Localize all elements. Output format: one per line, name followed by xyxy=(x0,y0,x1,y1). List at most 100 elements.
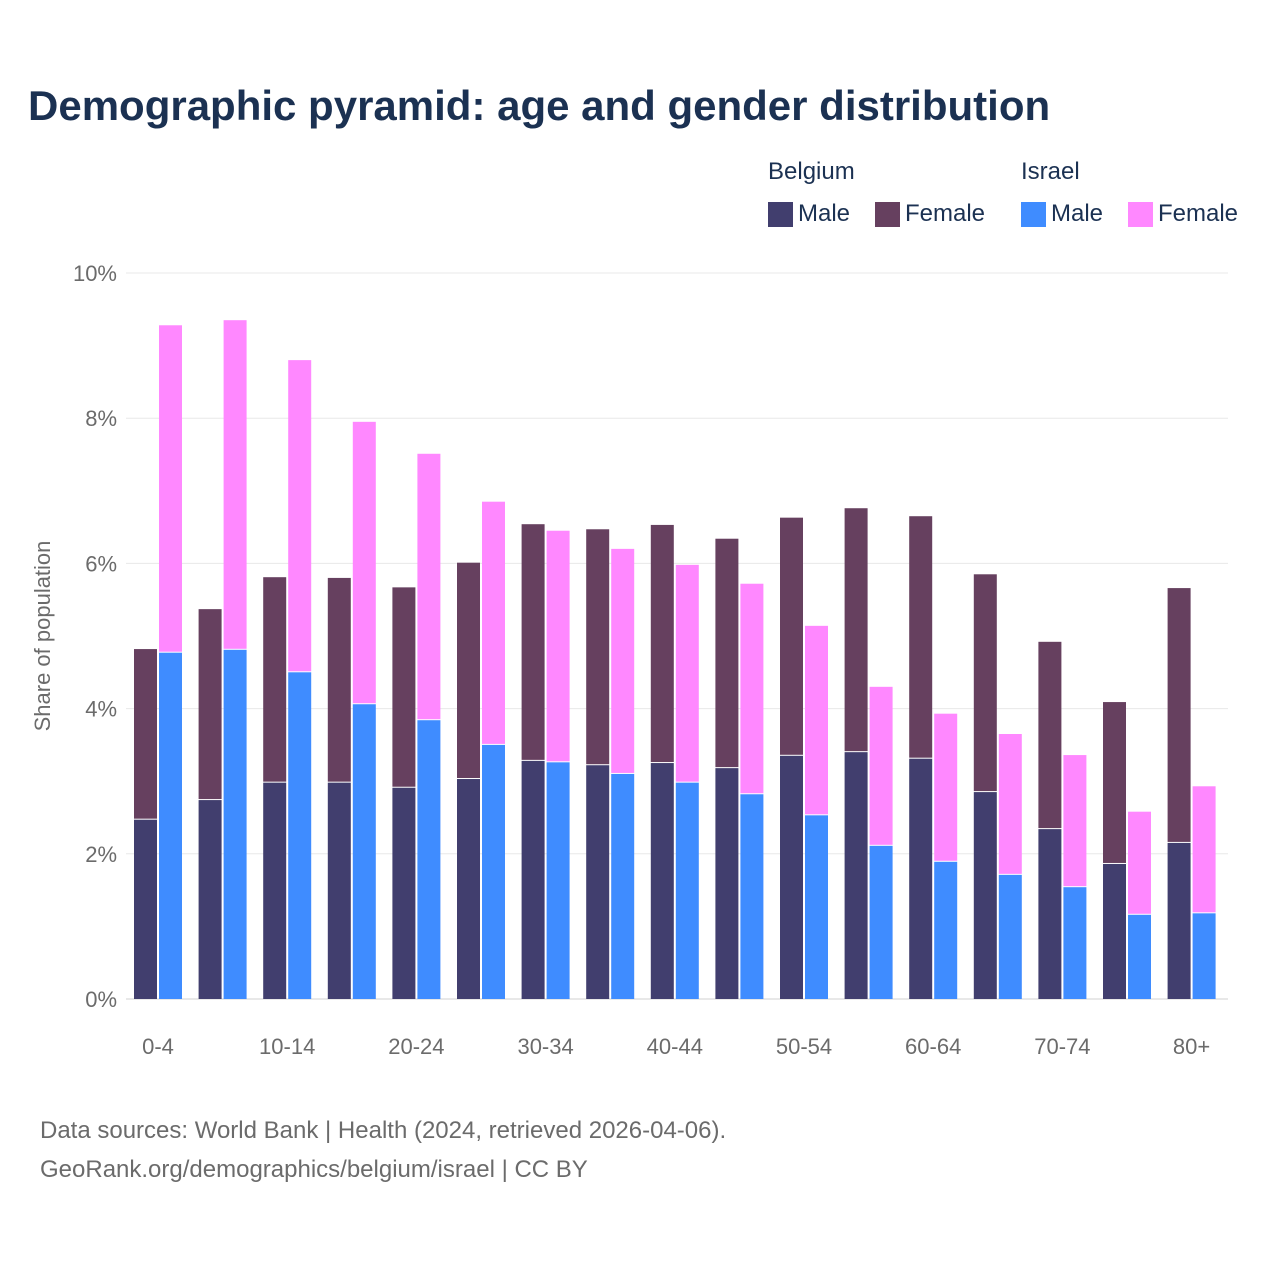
bar-israel-female-5-9[interactable] xyxy=(223,320,247,649)
bar-belgium-male-60-64[interactable] xyxy=(909,758,933,999)
bar-israel-male-60-64[interactable] xyxy=(934,861,958,999)
legend-swatch xyxy=(1021,201,1046,227)
bar-israel-female-65-69[interactable] xyxy=(998,734,1022,874)
bar-belgium-male-55-59[interactable] xyxy=(844,752,868,999)
bar-belgium-female-65-69[interactable] xyxy=(973,574,997,792)
legend-label: Male xyxy=(798,200,851,227)
legend-swatch xyxy=(768,201,793,227)
bar-belgium-female-20-24[interactable] xyxy=(392,587,416,787)
y-tick-label: 2% xyxy=(85,842,117,867)
bar-belgium-male-30-34[interactable] xyxy=(521,760,545,999)
bar-israel-male-65-69[interactable] xyxy=(998,874,1022,999)
y-tick-label: 10% xyxy=(73,261,117,286)
bar-israel-female-10-14[interactable] xyxy=(288,360,312,672)
x-tick-label: 30-34 xyxy=(517,1034,573,1059)
x-tick-label: 80+ xyxy=(1173,1034,1210,1059)
x-tick-label: 60-64 xyxy=(905,1034,961,1059)
bar-belgium-female-50-54[interactable] xyxy=(780,517,803,755)
bar-belgium-female-5-9[interactable] xyxy=(198,609,222,800)
bar-israel-male-45-49[interactable] xyxy=(740,794,764,999)
bar-israel-male-25-29[interactable] xyxy=(482,744,505,999)
y-axis-label: Share of population xyxy=(30,541,55,732)
legend-swatch xyxy=(875,201,900,227)
bar-israel-male-0-4[interactable] xyxy=(159,652,182,999)
bar-israel-male-35-39[interactable] xyxy=(611,773,635,999)
legend-item-israel-female[interactable]: Female xyxy=(1128,200,1238,228)
bar-belgium-male-75-79[interactable] xyxy=(1103,863,1126,999)
bar-israel-female-50-54[interactable] xyxy=(805,625,828,815)
x-tick-label: 40-44 xyxy=(647,1034,703,1059)
bar-israel-female-20-24[interactable] xyxy=(417,453,441,720)
bar-belgium-female-80+[interactable] xyxy=(1167,588,1191,842)
bar-israel-male-10-14[interactable] xyxy=(288,672,312,999)
bar-belgium-female-15-19[interactable] xyxy=(327,577,351,782)
bar-belgium-female-35-39[interactable] xyxy=(586,529,610,765)
x-tick-label: 10-14 xyxy=(259,1034,315,1059)
legend-group-belgium: Belgium xyxy=(768,158,855,185)
bar-belgium-female-25-29[interactable] xyxy=(457,562,480,779)
bar-israel-female-60-64[interactable] xyxy=(934,713,958,861)
bar-belgium-female-75-79[interactable] xyxy=(1103,702,1126,863)
x-tick-label: 0-4 xyxy=(142,1034,174,1059)
x-tick-label: 70-74 xyxy=(1034,1034,1090,1059)
bar-belgium-female-30-34[interactable] xyxy=(521,524,545,760)
bar-belgium-male-40-44[interactable] xyxy=(650,763,674,999)
bar-israel-female-55-59[interactable] xyxy=(869,686,893,845)
footer-source: Data sources: World Bank | Health (2024,… xyxy=(40,1117,727,1144)
legend-item-belgium-female[interactable]: Female xyxy=(875,200,985,228)
bar-israel-female-0-4[interactable] xyxy=(159,325,182,652)
bar-belgium-male-65-69[interactable] xyxy=(973,792,997,999)
bar-israel-female-25-29[interactable] xyxy=(482,501,505,744)
bar-israel-female-75-79[interactable] xyxy=(1128,811,1151,914)
legend-swatch xyxy=(1128,201,1153,227)
bar-belgium-female-40-44[interactable] xyxy=(650,524,674,763)
bar-israel-male-30-34[interactable] xyxy=(546,762,570,999)
bar-israel-male-15-19[interactable] xyxy=(352,704,376,999)
bar-belgium-female-55-59[interactable] xyxy=(844,508,868,752)
bar-belgium-female-45-49[interactable] xyxy=(715,538,739,768)
bar-israel-female-35-39[interactable] xyxy=(611,548,635,773)
bar-belgium-male-70-74[interactable] xyxy=(1038,829,1062,999)
bar-belgium-male-15-19[interactable] xyxy=(327,782,351,999)
y-tick-label: 6% xyxy=(85,551,117,576)
bar-israel-male-20-24[interactable] xyxy=(417,720,441,999)
legend-label: Female xyxy=(905,200,986,227)
legend-label: Male xyxy=(1051,200,1104,227)
bar-belgium-female-10-14[interactable] xyxy=(263,577,287,782)
legend-item-israel-male[interactable]: Male xyxy=(1021,200,1103,228)
bar-belgium-female-0-4[interactable] xyxy=(134,649,157,819)
bar-belgium-male-10-14[interactable] xyxy=(263,782,287,999)
bar-belgium-male-5-9[interactable] xyxy=(198,800,222,999)
bar-israel-female-15-19[interactable] xyxy=(352,421,376,704)
bar-israel-male-40-44[interactable] xyxy=(675,782,699,999)
bar-israel-female-45-49[interactable] xyxy=(740,583,764,794)
bar-belgium-female-70-74[interactable] xyxy=(1038,641,1062,829)
legend-item-belgium-male[interactable]: Male xyxy=(768,200,850,228)
bar-israel-male-75-79[interactable] xyxy=(1128,914,1151,999)
bar-israel-female-40-44[interactable] xyxy=(675,564,699,782)
bar-belgium-male-0-4[interactable] xyxy=(134,819,157,999)
bar-belgium-male-50-54[interactable] xyxy=(780,755,803,999)
bar-israel-male-80+[interactable] xyxy=(1192,913,1216,999)
bar-israel-male-50-54[interactable] xyxy=(805,815,828,999)
bar-belgium-male-20-24[interactable] xyxy=(392,787,416,999)
bar-israel-female-70-74[interactable] xyxy=(1063,755,1087,887)
bar-israel-male-70-74[interactable] xyxy=(1063,887,1087,999)
footer-attribution: GeoRank.org/demographics/belgium/israel … xyxy=(40,1156,588,1183)
bar-israel-female-30-34[interactable] xyxy=(546,530,570,762)
bar-belgium-male-35-39[interactable] xyxy=(586,765,610,999)
bar-israel-male-5-9[interactable] xyxy=(223,649,247,999)
bar-belgium-female-60-64[interactable] xyxy=(909,516,933,758)
bar-israel-male-55-59[interactable] xyxy=(869,845,893,999)
bar-belgium-male-45-49[interactable] xyxy=(715,768,739,999)
y-tick-label: 0% xyxy=(85,987,117,1012)
y-tick-label: 8% xyxy=(85,406,117,431)
x-tick-label: 50-54 xyxy=(776,1034,832,1059)
legend-label: Female xyxy=(1158,200,1239,227)
bar-israel-female-80+[interactable] xyxy=(1192,786,1216,913)
bar-belgium-male-80+[interactable] xyxy=(1167,842,1191,999)
bar-belgium-male-25-29[interactable] xyxy=(457,779,480,999)
x-tick-label: 20-24 xyxy=(388,1034,444,1059)
